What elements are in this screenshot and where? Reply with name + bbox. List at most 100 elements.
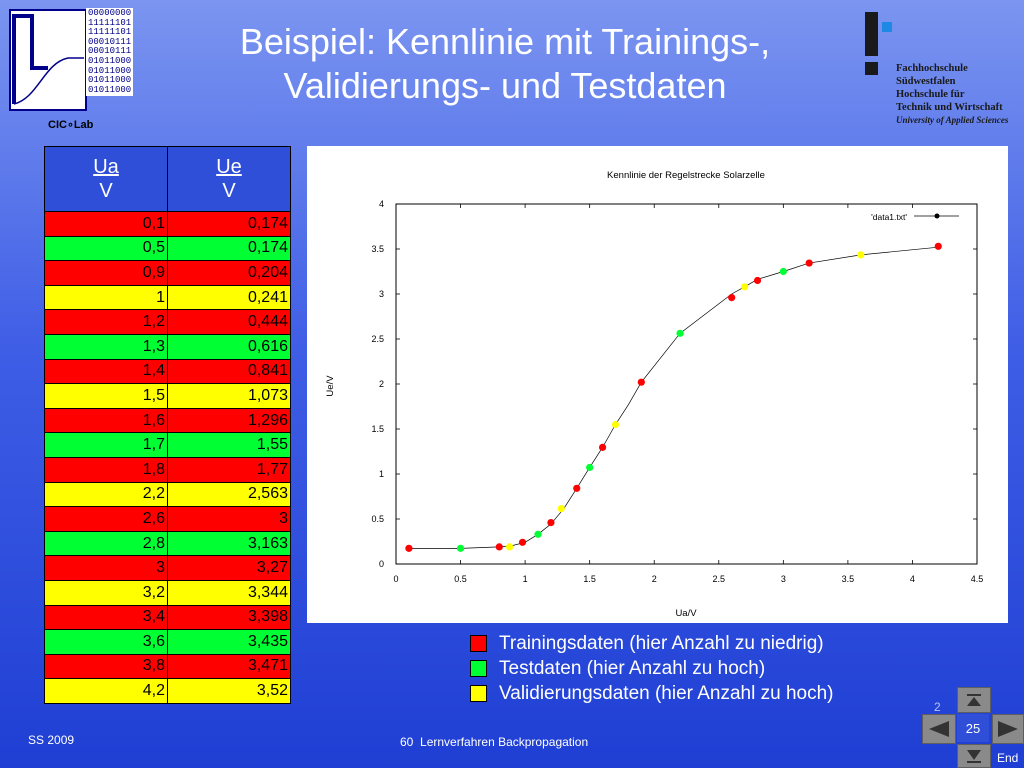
- cell-ue: 0,241: [167, 284, 291, 311]
- cell-ua: 1,6: [44, 407, 168, 434]
- fh-line-4: Technik und Wirtschaft: [896, 102, 1003, 113]
- nav-next-button[interactable]: [992, 714, 1024, 744]
- fh-line-3: Hochschule für: [896, 89, 965, 100]
- cell-ue: 3,344: [167, 579, 291, 606]
- table-row: 1,6 1,296: [44, 407, 291, 434]
- y-tick-label: 3: [379, 289, 384, 299]
- cell-ue: 3,163: [167, 530, 291, 557]
- data-point-test: [676, 329, 684, 337]
- data-point-train: [805, 259, 813, 267]
- col-ue-name: Ue: [216, 156, 242, 178]
- title-line-1: Beispiel: Kennlinie mit Trainings-,: [239, 21, 771, 62]
- cell-ua: 2,2: [44, 481, 168, 508]
- x-tick-label: 0.5: [454, 574, 467, 584]
- chart-title: Kennlinie der Regelstrecke Solarzelle: [607, 170, 765, 181]
- logo-bit-row: 01011000: [88, 55, 132, 66]
- footer-semester: SS 2009: [28, 733, 75, 747]
- cell-ua: 0,1: [44, 211, 168, 237]
- legend-test: Testdaten (hier Anzahl zu hoch): [470, 656, 833, 681]
- logo-bit-row: 00010111: [88, 46, 132, 57]
- col-ua-header: Ua V: [44, 146, 168, 212]
- cell-ua: 3,2: [44, 579, 168, 606]
- table-row: 2,8 3,163: [44, 530, 291, 557]
- logo-bit-row: 11111101: [88, 17, 132, 28]
- data-point-valid: [611, 420, 620, 429]
- fh-logo-icon: [865, 12, 892, 75]
- cell-ue: 0,616: [167, 333, 291, 360]
- cell-ua: 3,4: [44, 604, 168, 631]
- table-row: 2,6 3: [44, 506, 291, 532]
- footer-course: 60 Lernverfahren Backpropagation: [400, 735, 588, 749]
- data-point-train: [405, 544, 413, 552]
- end-label: End: [997, 751, 1019, 765]
- data-point-train: [637, 378, 645, 386]
- data-point-valid: [557, 504, 565, 513]
- table-row: 0,5 0,174: [44, 235, 291, 262]
- cell-ua: 4,2: [44, 678, 168, 704]
- table-row: 3,6 3,435: [44, 629, 291, 655]
- table-row: 1,7 1,55: [44, 432, 291, 458]
- cic-curve-icon: [9, 9, 87, 111]
- x-tick-label: 1.5: [583, 574, 596, 584]
- logo-bits: 00000000 11111101 11111101 00010111 00010111…: [86, 8, 134, 97]
- data-point-train: [573, 484, 581, 492]
- col-ua-unit: V: [99, 180, 113, 202]
- legend-series-label: 'data1.txt': [871, 212, 907, 222]
- nav-prev-button[interactable]: [922, 714, 956, 744]
- nav-home-button[interactable]: [957, 687, 991, 713]
- cell-ue: 1,296: [167, 407, 291, 434]
- col-ue-unit: V: [222, 180, 236, 202]
- cell-ue: 1,55: [167, 432, 291, 458]
- y-tick-label: 4: [379, 199, 384, 209]
- table-row: 2,2 2,563: [44, 481, 291, 508]
- cell-ue: 3,398: [167, 604, 291, 631]
- cell-ue: 3,471: [167, 653, 291, 680]
- slide-title: Beispiel: Kennlinie mit Trainings-, Vali…: [150, 20, 860, 108]
- cell-ua: 3,8: [44, 653, 168, 680]
- title-line-2: Validierungs- und Testdaten: [283, 65, 727, 106]
- x-tick-label: 3.5: [842, 574, 855, 584]
- cell-ue: 1,77: [167, 456, 291, 483]
- nav-end-button[interactable]: [957, 744, 991, 768]
- data-point-train: [495, 543, 503, 551]
- table-row: 1 0,241: [44, 284, 291, 311]
- table-row: 1,8 1,77: [44, 456, 291, 483]
- cell-ue: 3,435: [167, 629, 291, 655]
- cell-ua: 1,5: [44, 383, 168, 409]
- y-tick-label: 1: [379, 469, 384, 479]
- col-ua-name: Ua: [93, 156, 119, 178]
- legend-valid: Validierungsdaten (hier Anzahl zu hoch): [470, 681, 833, 706]
- cell-ua: 0,5: [44, 235, 168, 262]
- chart-svg: Kennlinie der Regelstrecke Solarzelle Ue…: [325, 170, 984, 619]
- x-tick-label: 4: [910, 574, 915, 584]
- cell-ua: 3,6: [44, 629, 168, 655]
- y-tick-label: 1.5: [371, 424, 384, 434]
- data-point-test: [456, 544, 465, 552]
- table-row: 4,2 3,52: [44, 678, 291, 704]
- data-point-train: [598, 443, 607, 451]
- col-ue-header: Ue V: [167, 146, 291, 212]
- y-tick-label: 0.5: [371, 514, 384, 524]
- fh-name: Fachhochschule Südwestfalen Hochschule f…: [896, 62, 1008, 127]
- data-point-train: [728, 294, 736, 302]
- data-table: Ua V Ue V 0,1 0,174 0,5 0,174 0,9 0,204 1 0,241…: [44, 146, 291, 704]
- cell-ua: 1,3: [44, 333, 168, 360]
- nav-up-icon: [967, 694, 981, 706]
- fh-line-1: Fachhochschule: [896, 63, 968, 74]
- nav-down-icon: [967, 750, 981, 763]
- cell-ua: 1: [44, 284, 168, 311]
- logo-bit-row: 01011000: [88, 75, 132, 86]
- cell-ue: 3,27: [167, 555, 291, 581]
- table-row: 1,5 1,073: [44, 383, 291, 409]
- table-row: 3,8 3,471: [44, 653, 291, 680]
- logo-caption: CIC∘Lab: [48, 119, 94, 131]
- train-swatch: [470, 635, 487, 652]
- table-row: 1,3 0,616: [44, 333, 291, 360]
- x-tick-label: 0: [393, 574, 398, 584]
- fh-line-2: Südwestfalen: [896, 76, 956, 87]
- x-tick-label: 4.5: [971, 574, 984, 584]
- y-tick-label: 0: [379, 559, 384, 569]
- cell-ua: 2,8: [44, 530, 168, 557]
- cell-ue: 2,563: [167, 481, 291, 508]
- table-row: 0,9 0,204: [44, 260, 291, 286]
